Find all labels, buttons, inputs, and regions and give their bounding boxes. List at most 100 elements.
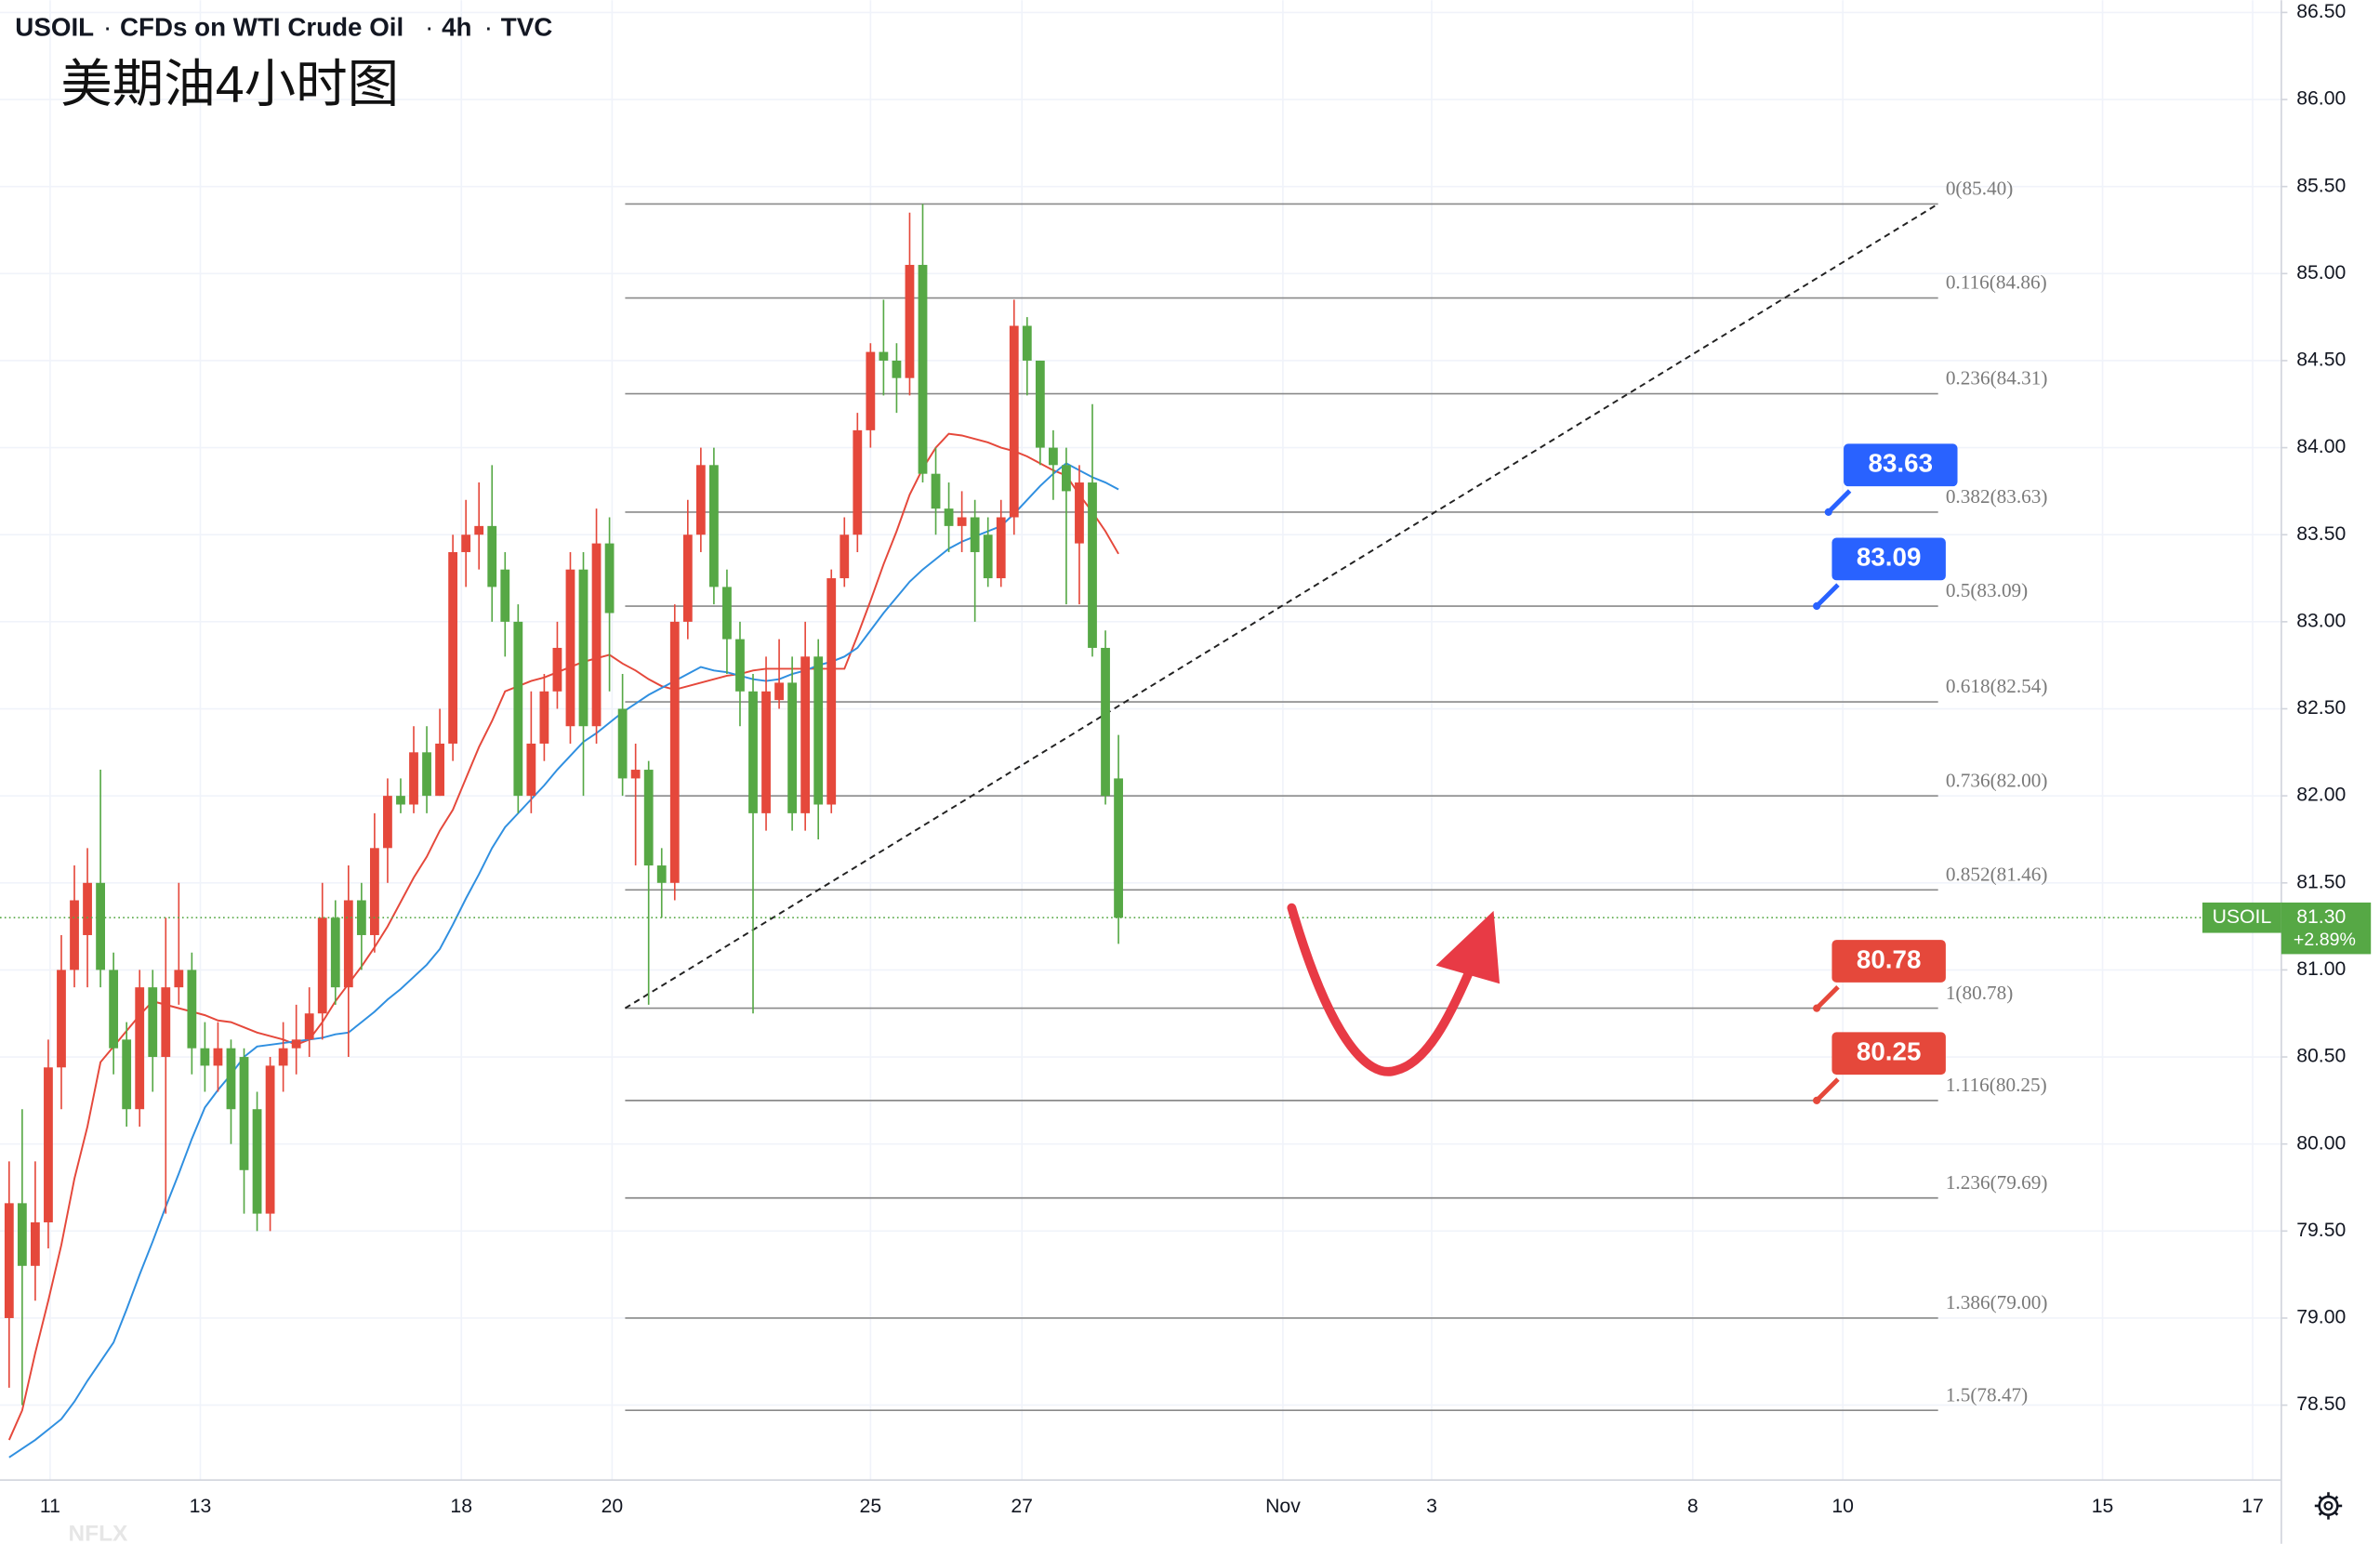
sep: · xyxy=(425,13,433,42)
x-tick-label: 25 xyxy=(860,1496,882,1517)
x-tick-label: 3 xyxy=(1426,1496,1437,1517)
candle-body xyxy=(905,264,915,378)
axes: 78.50 79.00 79.50 80.00 80.50 81.00 81.50 82.00… xyxy=(40,1,2372,1517)
x-tick-label: Nov xyxy=(1265,1496,1301,1517)
candle-body xyxy=(826,578,837,805)
callout-pointer xyxy=(1815,985,1840,1010)
y-tick-label: 85.50 xyxy=(2296,175,2346,196)
candle-body xyxy=(931,473,941,509)
callout-anchor xyxy=(1813,1096,1821,1104)
candle-body xyxy=(213,1048,223,1066)
last-change: +2.89% xyxy=(2294,930,2356,950)
interval: 4h xyxy=(442,13,471,42)
y-tick-label: 86.00 xyxy=(2296,88,2346,110)
candle-body xyxy=(291,1039,301,1049)
fib-label: 1(80.78) xyxy=(1946,982,2013,1004)
y-tick-label: 78.50 xyxy=(2296,1393,2346,1415)
candle-body xyxy=(17,1203,27,1266)
last-price: 81.30 xyxy=(2296,906,2346,928)
fib-label: 0.5(83.09) xyxy=(1946,579,2028,601)
y-tick-label: 81.50 xyxy=(2296,871,2346,892)
forecast-arrow-head xyxy=(1435,910,1501,984)
y-tick-label: 82.00 xyxy=(2296,785,2346,806)
sep: · xyxy=(484,13,493,42)
candle-body xyxy=(840,534,850,579)
candle-body xyxy=(513,621,523,797)
last-symbol: USOIL xyxy=(2213,906,2272,928)
y-tick-label: 84.50 xyxy=(2296,350,2346,371)
y-tick-label: 86.50 xyxy=(2296,1,2346,22)
x-tick-label: 13 xyxy=(190,1496,212,1517)
candle-body xyxy=(526,743,536,797)
candle-body xyxy=(800,656,811,813)
candle-body xyxy=(330,917,340,988)
candle-body xyxy=(135,987,145,1110)
candle-body xyxy=(970,517,980,552)
candle-body xyxy=(669,621,680,883)
forecast-arrow xyxy=(1287,903,1474,1076)
fib-label: 0(85.40) xyxy=(1946,178,2013,200)
sep: · xyxy=(103,13,112,42)
callout-pointer xyxy=(1827,489,1852,514)
callout-pointer xyxy=(1815,583,1840,608)
y-tick-label: 85.00 xyxy=(2296,262,2346,284)
candle-body xyxy=(200,1048,210,1066)
x-tick-label: 27 xyxy=(1011,1496,1033,1517)
chart-title: 美期油4小时图 xyxy=(60,56,399,113)
callout-label: 80.25 xyxy=(1857,1037,1921,1066)
last-symbol-badge xyxy=(2202,902,2281,933)
fib-label: 1.236(79.69) xyxy=(1946,1171,2048,1194)
candle-body xyxy=(1048,447,1058,466)
candle-body xyxy=(853,429,863,535)
grid xyxy=(0,0,2281,1481)
candle-body xyxy=(552,647,562,692)
candle-body xyxy=(918,264,928,474)
candle-body xyxy=(656,865,667,883)
candle-body xyxy=(500,569,510,622)
candle-body xyxy=(409,752,418,805)
y-tick-label: 80.00 xyxy=(2296,1132,2346,1154)
settings-icon[interactable] xyxy=(2314,1492,2343,1520)
y-tick-label: 80.50 xyxy=(2296,1046,2346,1067)
candle-body xyxy=(539,691,549,744)
candle-body xyxy=(1114,778,1123,918)
callout-anchor xyxy=(1813,1004,1821,1012)
candle-body xyxy=(239,1057,249,1170)
candle-body xyxy=(983,534,993,579)
candle-body xyxy=(265,1065,275,1214)
candle-body xyxy=(682,534,693,622)
instrument-name: CFDs on WTI Crude Oil xyxy=(120,13,403,42)
x-tick-label: 17 xyxy=(2241,1496,2264,1517)
fib-label: 1.116(80.25) xyxy=(1946,1074,2047,1096)
source: TVC xyxy=(501,13,553,42)
candle-body xyxy=(1062,465,1071,492)
fib-label: 0.852(81.46) xyxy=(1946,863,2048,885)
callout-box xyxy=(1831,537,1946,581)
candle-body xyxy=(83,882,92,935)
candle-body xyxy=(487,525,497,587)
candle-body xyxy=(1075,482,1084,544)
candle-body xyxy=(1009,325,1019,518)
callout-anchor xyxy=(1824,508,1832,516)
candle-body xyxy=(735,639,745,692)
y-tick-label: 82.50 xyxy=(2296,697,2346,719)
candle-body xyxy=(356,900,366,935)
candle-body xyxy=(369,848,379,935)
callout-label: 83.63 xyxy=(1869,449,1933,478)
y-tick-label: 81.00 xyxy=(2296,958,2346,980)
candle-body xyxy=(57,970,66,1068)
x-tick-label: 20 xyxy=(602,1496,624,1517)
candle-body xyxy=(435,743,444,797)
callout-box xyxy=(1831,1032,1946,1076)
candle-body xyxy=(722,587,732,640)
candle-body xyxy=(591,543,602,727)
candle-body xyxy=(161,987,171,1058)
candle-body xyxy=(957,517,967,526)
y-tick-label: 79.00 xyxy=(2296,1307,2346,1328)
candle-body xyxy=(396,796,405,805)
candle-body xyxy=(630,770,641,779)
fib-label: 1.5(78.47) xyxy=(1946,1383,2028,1405)
callout-label: 83.09 xyxy=(1857,543,1921,572)
